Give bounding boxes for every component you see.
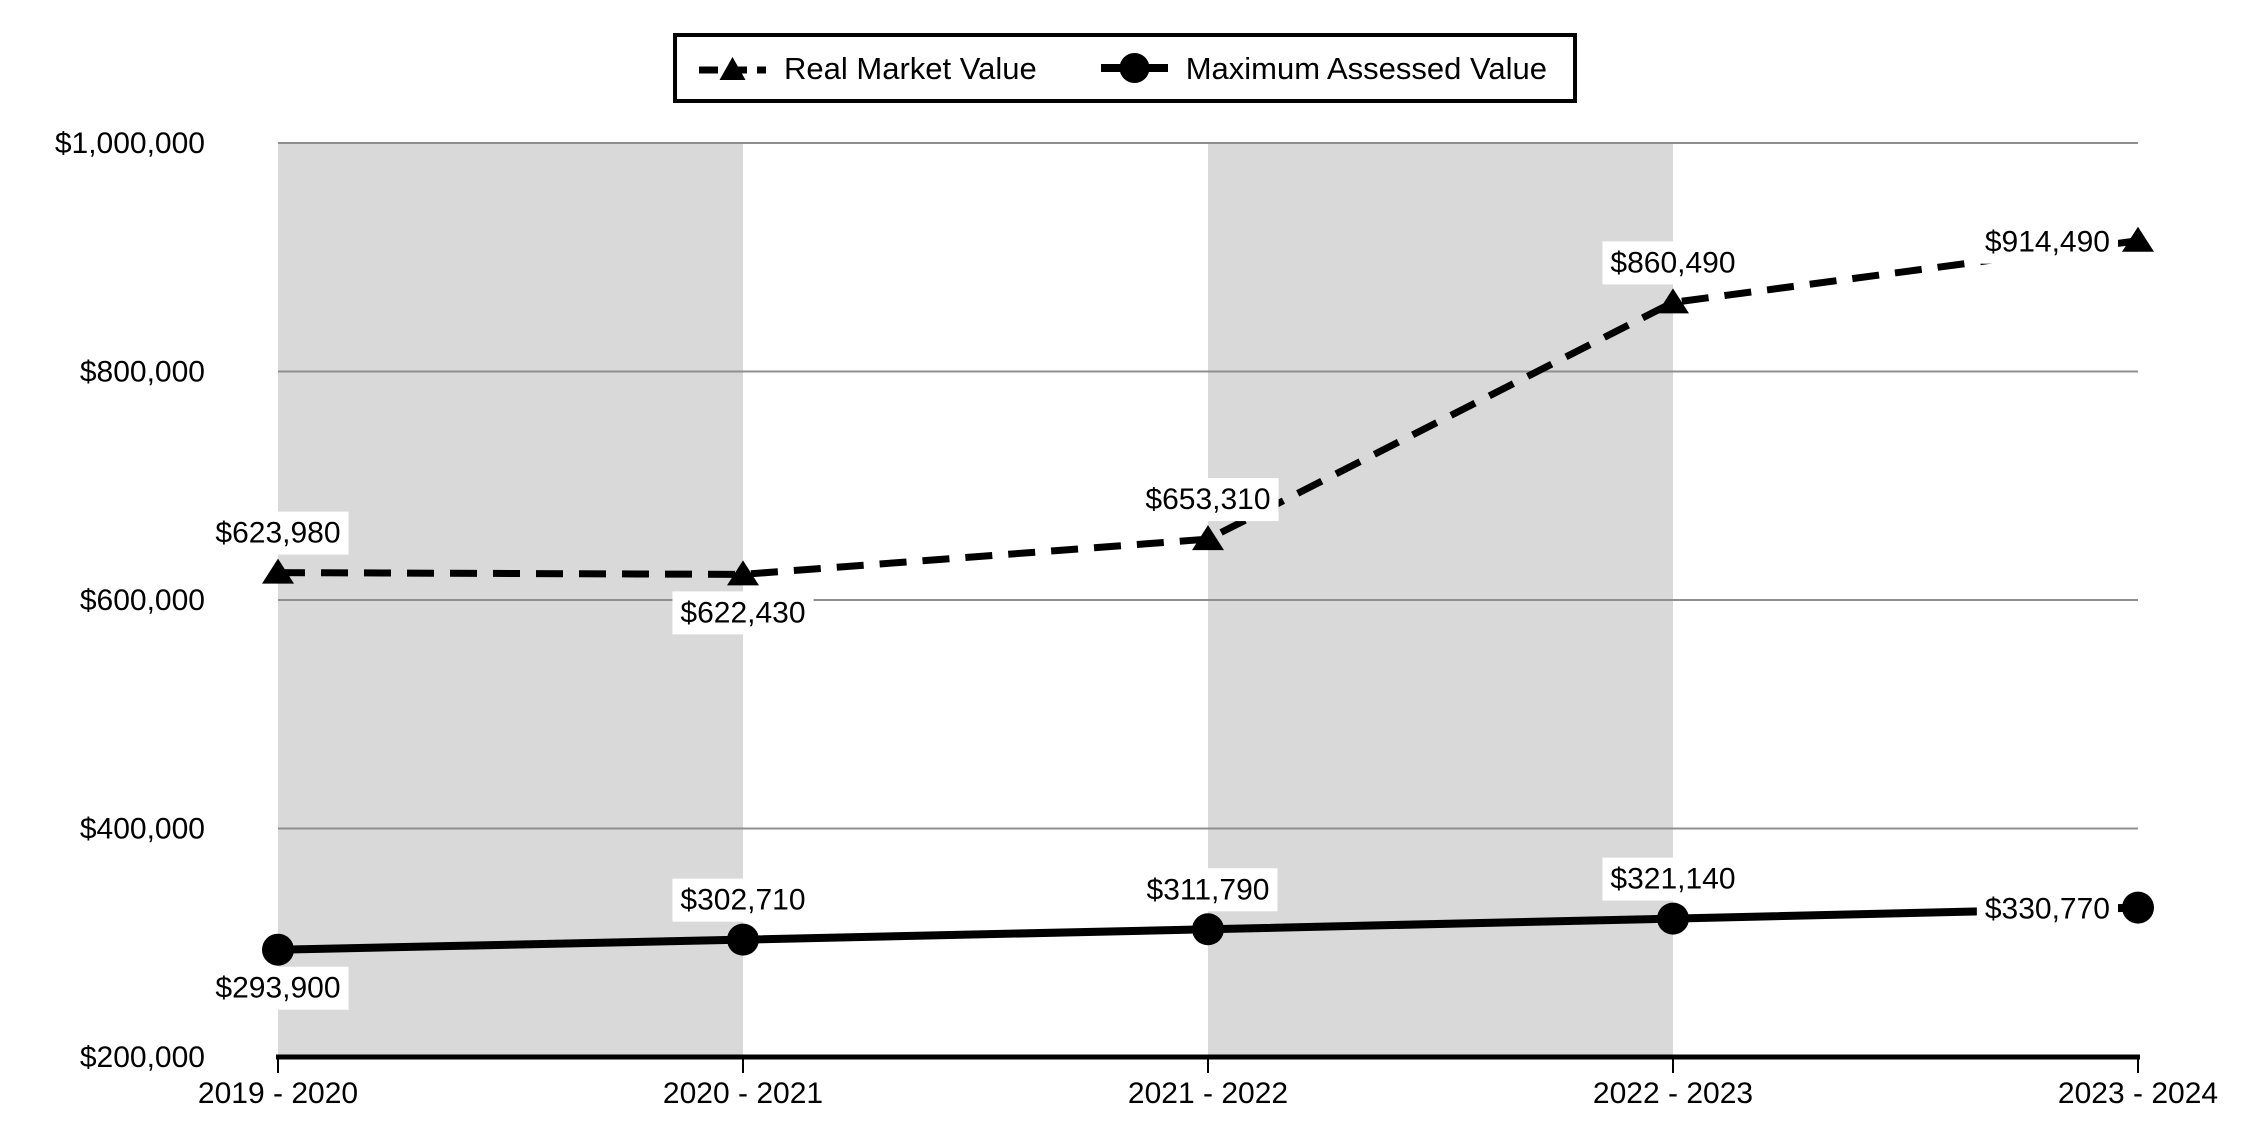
data-point-circle-marker xyxy=(727,923,759,956)
data-label: $623,980 xyxy=(215,517,340,550)
legend-label-maximum-assessed-value: Maximum Assessed Value xyxy=(1185,50,1547,86)
data-point-circle-marker xyxy=(2122,891,2154,924)
data-label-background xyxy=(1976,887,2118,931)
solid-line-circle-icon xyxy=(1100,53,1168,83)
data-label-background xyxy=(1976,220,2118,264)
x-axis-tick-label: 2022 - 2023 xyxy=(1593,1077,1753,1110)
data-label: $860,490 xyxy=(1610,246,1735,279)
x-axis-tick-label: 2019 - 2020 xyxy=(198,1077,358,1110)
y-axis-tick-label: $400,000 xyxy=(80,813,205,846)
x-axis-tick-label: 2021 - 2022 xyxy=(1128,1077,1288,1110)
data-label-background xyxy=(207,966,349,1010)
data-label: $321,140 xyxy=(1610,863,1735,896)
data-point-triangle-marker xyxy=(1192,525,1224,551)
data-label-background xyxy=(672,878,814,922)
data-point-triangle-marker xyxy=(1657,288,1689,314)
series-line-dashed xyxy=(277,237,2139,578)
data-label: $311,790 xyxy=(1147,873,1270,906)
data-label-background xyxy=(207,511,349,555)
data-label: $653,310 xyxy=(1145,483,1270,516)
data-label: $293,900 xyxy=(215,972,340,1005)
legend-item-maximum-assessed-value: Maximum Assessed Value xyxy=(1100,50,1547,86)
data-label-background xyxy=(1602,857,1744,901)
data-label: $622,430 xyxy=(680,596,805,629)
x-axis-tick-label: 2020 - 2021 xyxy=(663,1077,823,1110)
data-label: $302,710 xyxy=(680,884,805,917)
y-axis-tick-label: $600,000 xyxy=(80,584,205,617)
data-point-circle-marker xyxy=(1192,913,1224,946)
data-point-circle-marker xyxy=(1657,902,1689,935)
data-point-circle-marker xyxy=(262,933,294,966)
y-axis-tick-label: $1,000,000 xyxy=(55,127,205,160)
data-point-triangle-marker xyxy=(262,558,294,584)
x-axis-tick-label: 2023 - 2024 xyxy=(2058,1077,2218,1110)
y-axis-tick-label: $800,000 xyxy=(80,356,205,389)
data-point-triangle-marker xyxy=(727,560,759,586)
legend: Real Market Value Maximum Assessed Value xyxy=(673,33,1577,103)
data-point-triangle-marker xyxy=(2122,226,2154,252)
data-label: $330,770 xyxy=(1985,893,2110,926)
y-axis-tick-label: $200,000 xyxy=(80,1041,205,1074)
dashed-line-triangle-icon xyxy=(699,57,767,80)
legend-label-real-market-value: Real Market Value xyxy=(784,50,1037,86)
data-label-background xyxy=(1137,478,1279,522)
data-label-background xyxy=(1602,241,1744,285)
data-label: $914,490 xyxy=(1985,226,2110,259)
data-label-background xyxy=(672,591,814,635)
data-label-background xyxy=(1138,868,1278,912)
legend-item-real-market-value: Real Market Value xyxy=(699,51,1037,85)
